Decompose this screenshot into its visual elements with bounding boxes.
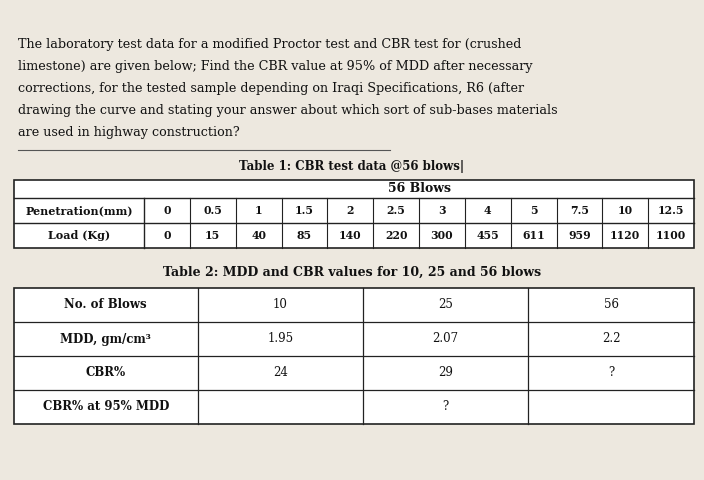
Text: 56 Blows: 56 Blows: [387, 182, 451, 195]
Text: drawing the curve and stating your answer about which sort of sub-bases material: drawing the curve and stating your answe…: [18, 104, 558, 117]
Text: Table 1: CBR test data @56 blows|: Table 1: CBR test data @56 blows|: [239, 160, 465, 173]
Text: ?: ?: [442, 400, 448, 413]
Text: 5: 5: [530, 205, 537, 216]
Text: 10: 10: [272, 299, 288, 312]
Text: CBR%: CBR%: [86, 367, 126, 380]
Text: Penetration(mm): Penetration(mm): [25, 205, 133, 216]
Text: 4: 4: [484, 205, 491, 216]
Text: corrections, for the tested sample depending on Iraqi Specifications, R6 (after: corrections, for the tested sample depen…: [18, 82, 524, 95]
Bar: [14, 180, 694, 248]
Text: 1100: 1100: [656, 230, 686, 241]
Bar: [14, 288, 694, 424]
Text: 2.5: 2.5: [386, 205, 406, 216]
Text: 1.95: 1.95: [267, 333, 294, 346]
Text: 24: 24: [272, 367, 288, 380]
Text: Table 2: MDD and CBR values for 10, 25 and 56 blows: Table 2: MDD and CBR values for 10, 25 a…: [163, 266, 541, 279]
Text: 2.2: 2.2: [602, 333, 620, 346]
Text: 1: 1: [255, 205, 263, 216]
Text: 2.07: 2.07: [432, 333, 458, 346]
Text: The laboratory test data for a modified Proctor test and CBR test for (crushed: The laboratory test data for a modified …: [18, 38, 522, 51]
Text: 140: 140: [339, 230, 362, 241]
Text: 611: 611: [522, 230, 545, 241]
Text: 0: 0: [163, 230, 170, 241]
Text: 0: 0: [163, 205, 170, 216]
Text: 220: 220: [385, 230, 408, 241]
Text: 455: 455: [477, 230, 499, 241]
Text: 25: 25: [438, 299, 453, 312]
Text: 959: 959: [568, 230, 591, 241]
Text: limestone) are given below; Find the CBR value at 95% of MDD after necessary: limestone) are given below; Find the CBR…: [18, 60, 533, 73]
Text: 15: 15: [205, 230, 220, 241]
Text: 40: 40: [251, 230, 266, 241]
Text: 7.5: 7.5: [570, 205, 589, 216]
Text: MDD, gm/cm³: MDD, gm/cm³: [61, 333, 151, 346]
Text: 29: 29: [438, 367, 453, 380]
Text: 2: 2: [346, 205, 354, 216]
Text: 3: 3: [438, 205, 446, 216]
Text: 1120: 1120: [610, 230, 641, 241]
Text: 0.5: 0.5: [203, 205, 222, 216]
Text: Load (Kg): Load (Kg): [48, 230, 110, 241]
Text: 10: 10: [617, 205, 633, 216]
Text: are used in highway construction?: are used in highway construction?: [18, 126, 240, 139]
Text: CBR% at 95% MDD: CBR% at 95% MDD: [43, 400, 169, 413]
Text: 300: 300: [431, 230, 453, 241]
Text: 1.5: 1.5: [295, 205, 314, 216]
Text: ?: ?: [608, 367, 614, 380]
Text: 12.5: 12.5: [658, 205, 684, 216]
Text: No. of Blows: No. of Blows: [65, 299, 147, 312]
Text: 56: 56: [603, 299, 619, 312]
Text: 85: 85: [297, 230, 312, 241]
